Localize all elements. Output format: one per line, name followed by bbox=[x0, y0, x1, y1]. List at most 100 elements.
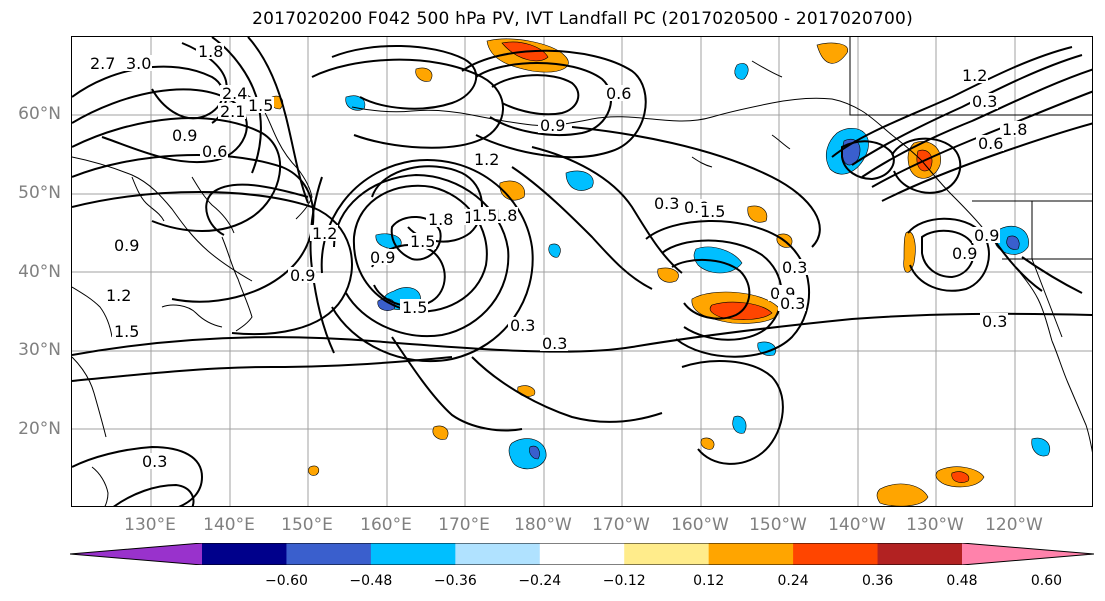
colorbar-segment bbox=[624, 543, 710, 565]
contour-label-bg bbox=[970, 93, 998, 109]
colorbar-segment bbox=[793, 543, 879, 565]
contour-label-bg bbox=[652, 195, 680, 211]
contour-label-bg bbox=[980, 313, 1008, 329]
contour-label-bg bbox=[426, 211, 454, 227]
contour-label-bg bbox=[508, 317, 536, 333]
contour-label: 0.6 bbox=[978, 134, 1003, 153]
colorbar-segment bbox=[202, 543, 287, 565]
colorbar-tick-label: 0.60 bbox=[1030, 573, 1063, 589]
contour-label-bg bbox=[972, 227, 1000, 243]
contour-label: 0.3 bbox=[654, 194, 679, 213]
colorbar-tick-label: 0.48 bbox=[946, 573, 978, 589]
contour-label-bg bbox=[604, 85, 632, 101]
contour-label: 1.8 bbox=[428, 210, 453, 229]
contour-label: 0.3 bbox=[782, 258, 807, 277]
colorbar-tick-label: 0.36 bbox=[861, 573, 894, 589]
lat-label-20n: 20°N bbox=[18, 419, 61, 439]
colorbar-extend-low bbox=[70, 543, 202, 565]
lon-label-120w: 120°W bbox=[985, 515, 1043, 535]
contour-label: 0.9 bbox=[952, 244, 977, 263]
contour-label-bg bbox=[538, 117, 566, 133]
contour-label-bg bbox=[778, 295, 806, 311]
contour-label-bg bbox=[976, 135, 1004, 151]
pv-contours bbox=[72, 37, 1092, 506]
contour-label: 1.5 bbox=[472, 206, 497, 225]
contour-label: 1.5 bbox=[700, 202, 725, 221]
contour-label: 0.9 bbox=[974, 226, 999, 245]
colorbar-segment bbox=[708, 543, 794, 565]
contour-label: 2.1 bbox=[220, 102, 245, 121]
contour-label-bg bbox=[780, 259, 808, 275]
contour-label-bg bbox=[408, 233, 436, 249]
contour-label-bg bbox=[104, 287, 132, 303]
colorbar-segment bbox=[455, 543, 541, 565]
colorbar-tick-label: 0.24 bbox=[777, 573, 809, 589]
contour-label-layer: 2.7 3.01.82.42.1 1.50.90.60.91.21.50.91.2 1… bbox=[88, 42, 1028, 471]
contour-label: 1.2 bbox=[312, 224, 337, 243]
colorbar-tick-label: −0.36 bbox=[433, 573, 477, 589]
lon-label-170e: 170°E bbox=[438, 515, 490, 535]
contour-label-bg bbox=[470, 207, 498, 223]
colorbar-tick-label: −0.24 bbox=[518, 573, 562, 589]
map-panel: 2.7 3.0 1.8 2.4 2.1 1.5 0.9 0.6 0.9 1.2 1.5 0.9 1.2 1… bbox=[71, 36, 1093, 507]
lon-label-160e: 160°E bbox=[360, 515, 412, 535]
map-canvas: 2.7 3.01.82.42.1 1.50.90.60.91.21.50.91.2 1… bbox=[72, 37, 1092, 506]
contour-label: 2.4 bbox=[222, 84, 247, 103]
contour-label: 0.9 bbox=[290, 266, 315, 285]
colorbar-tick-label: −0.48 bbox=[349, 573, 393, 589]
contour-label: 0.3 bbox=[542, 334, 567, 353]
contour-label-bg bbox=[472, 151, 500, 167]
contour-label: 0.3 bbox=[780, 294, 805, 313]
contour-label: 0.3 bbox=[510, 316, 535, 335]
contour-label: 1.2 bbox=[962, 66, 987, 85]
contour-label: 1.8 bbox=[198, 42, 223, 61]
contour-label-bg bbox=[400, 299, 428, 315]
contour-label: 0.3 bbox=[982, 312, 1007, 331]
contour-label: 1.5 bbox=[248, 96, 273, 115]
contour-label-bg bbox=[140, 453, 168, 469]
lon-label-160w: 160°W bbox=[671, 515, 729, 535]
contour-label: 0.3 bbox=[142, 452, 167, 471]
contour-label-bg bbox=[540, 335, 568, 351]
lon-label-130e: 130°E bbox=[124, 515, 176, 535]
map-title: 2017020200 F042 500 hPa PV, IVT Landfall… bbox=[252, 9, 913, 29]
contour-label-bg bbox=[1000, 121, 1028, 137]
lat-label-50n: 50°N bbox=[18, 183, 61, 203]
colorbar-segment bbox=[539, 543, 625, 565]
contour-label-bg bbox=[112, 237, 140, 253]
pc-shading bbox=[120, 38, 1051, 506]
contour-label-bg bbox=[246, 97, 274, 113]
contour-label: 2.7 bbox=[90, 54, 115, 73]
contour-label: 0.9 bbox=[172, 126, 197, 145]
colorbar-segment bbox=[877, 543, 963, 565]
colorbar-segment bbox=[370, 543, 456, 565]
contour-label-bg bbox=[88, 55, 116, 71]
lat-label-40n: 40°N bbox=[18, 262, 61, 282]
contour-label: 0.3 bbox=[972, 92, 997, 111]
coastlines bbox=[72, 37, 1092, 506]
lat-label-30n: 30°N bbox=[18, 340, 61, 360]
colorbar-segment bbox=[286, 543, 372, 565]
contour-label-bg bbox=[218, 103, 246, 119]
colorbar-tick-label: 0.12 bbox=[693, 573, 725, 589]
colorbar bbox=[70, 543, 1094, 565]
contour-label-bg bbox=[220, 85, 248, 101]
contour-label: 0.9 bbox=[114, 236, 139, 255]
contour-label-bg bbox=[200, 143, 228, 159]
contour-label: 1.5 bbox=[114, 322, 139, 341]
lon-label-140e: 140°E bbox=[203, 515, 255, 535]
contour-label: 0.9 bbox=[370, 248, 395, 267]
contour-label-bg bbox=[170, 127, 198, 143]
contour-label: 0.6 bbox=[202, 142, 227, 161]
contour-label: 3.0 bbox=[126, 54, 151, 73]
contour-label-bg bbox=[310, 225, 338, 241]
colorbar-tick-label: −0.12 bbox=[602, 573, 646, 589]
colorbar-extend-high bbox=[962, 543, 1094, 565]
contour-label: 1.5 bbox=[410, 232, 435, 251]
lon-label-180w: 180°W bbox=[514, 515, 572, 535]
lon-label-140w: 140°W bbox=[828, 515, 886, 535]
lon-label-170w: 170°W bbox=[592, 515, 650, 535]
contour-label-bg bbox=[698, 203, 726, 219]
contour-label: 1.8 bbox=[492, 206, 517, 225]
contour-label: 1.8 bbox=[1002, 120, 1027, 139]
